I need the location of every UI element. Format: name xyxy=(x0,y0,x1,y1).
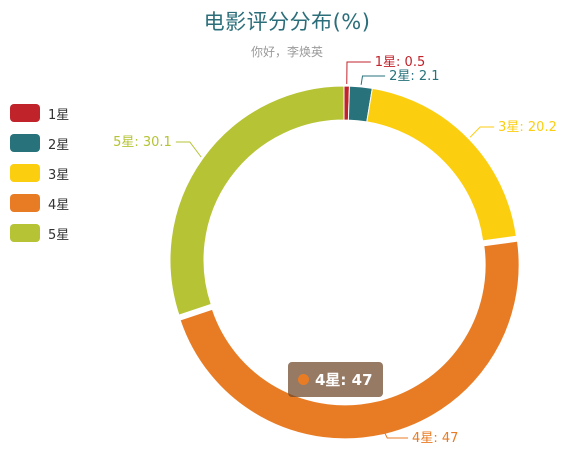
slice-label-3-star: 3星: 20.2 xyxy=(498,120,557,135)
leader-line-5-star xyxy=(175,141,202,158)
slice-4-star[interactable] xyxy=(179,240,520,440)
legend-item-3-star[interactable]: 3星 xyxy=(10,163,69,183)
legend-swatch-1-star xyxy=(10,104,40,122)
legend-swatch-3-star xyxy=(10,164,40,182)
leader-line-2-star xyxy=(360,75,386,85)
slice-label-4-star: 4星: 47 xyxy=(412,431,458,446)
legend: 1星 2星 3星 4星 5星 xyxy=(10,103,69,253)
tooltip-color-dot xyxy=(298,374,309,385)
slice-5-star[interactable] xyxy=(169,85,345,316)
legend-swatch-4-star xyxy=(10,194,40,212)
label-leader-lines xyxy=(175,61,495,439)
slice-label-1-star: 1星: 0.5 xyxy=(375,55,425,70)
leader-line-4-star xyxy=(383,431,409,439)
legend-label-1-star: 1星 xyxy=(48,107,70,123)
slice-label-2-star: 2星: 2.1 xyxy=(389,69,439,84)
leader-line-3-star xyxy=(469,126,495,138)
legend-swatch-2-star xyxy=(10,134,40,152)
legend-label-4-star: 4星 xyxy=(48,197,70,213)
legend-label-5-star: 5星 xyxy=(48,227,70,243)
slice-labels: 1星: 0.52星: 2.1 3星: 20.2 4星: 47 5星: 30.1 xyxy=(113,55,557,446)
chart-subtitle: 你好，李焕英 xyxy=(250,45,323,59)
legend-item-4-star[interactable]: 4星 xyxy=(10,193,69,213)
slice-3-star[interactable] xyxy=(366,87,517,242)
legend-label-3-star: 3星 xyxy=(48,167,70,183)
legend-item-2-star[interactable]: 2星 xyxy=(10,133,69,153)
legend-swatch-5-star xyxy=(10,224,40,242)
donut-slices xyxy=(169,85,520,440)
leader-line-1-star xyxy=(346,61,371,85)
slice-label-5-star: 5星: 30.1 xyxy=(113,135,172,150)
legend-label-2-star: 2星 xyxy=(48,137,70,153)
legend-item-5-star[interactable]: 5星 xyxy=(10,223,69,243)
legend-item-1-star[interactable]: 1星 xyxy=(10,103,69,123)
tooltip: 4星: 47 xyxy=(288,362,383,397)
tooltip-text: 4星: 47 xyxy=(315,371,373,389)
chart-title: 电影评分分布(%) xyxy=(203,10,371,34)
